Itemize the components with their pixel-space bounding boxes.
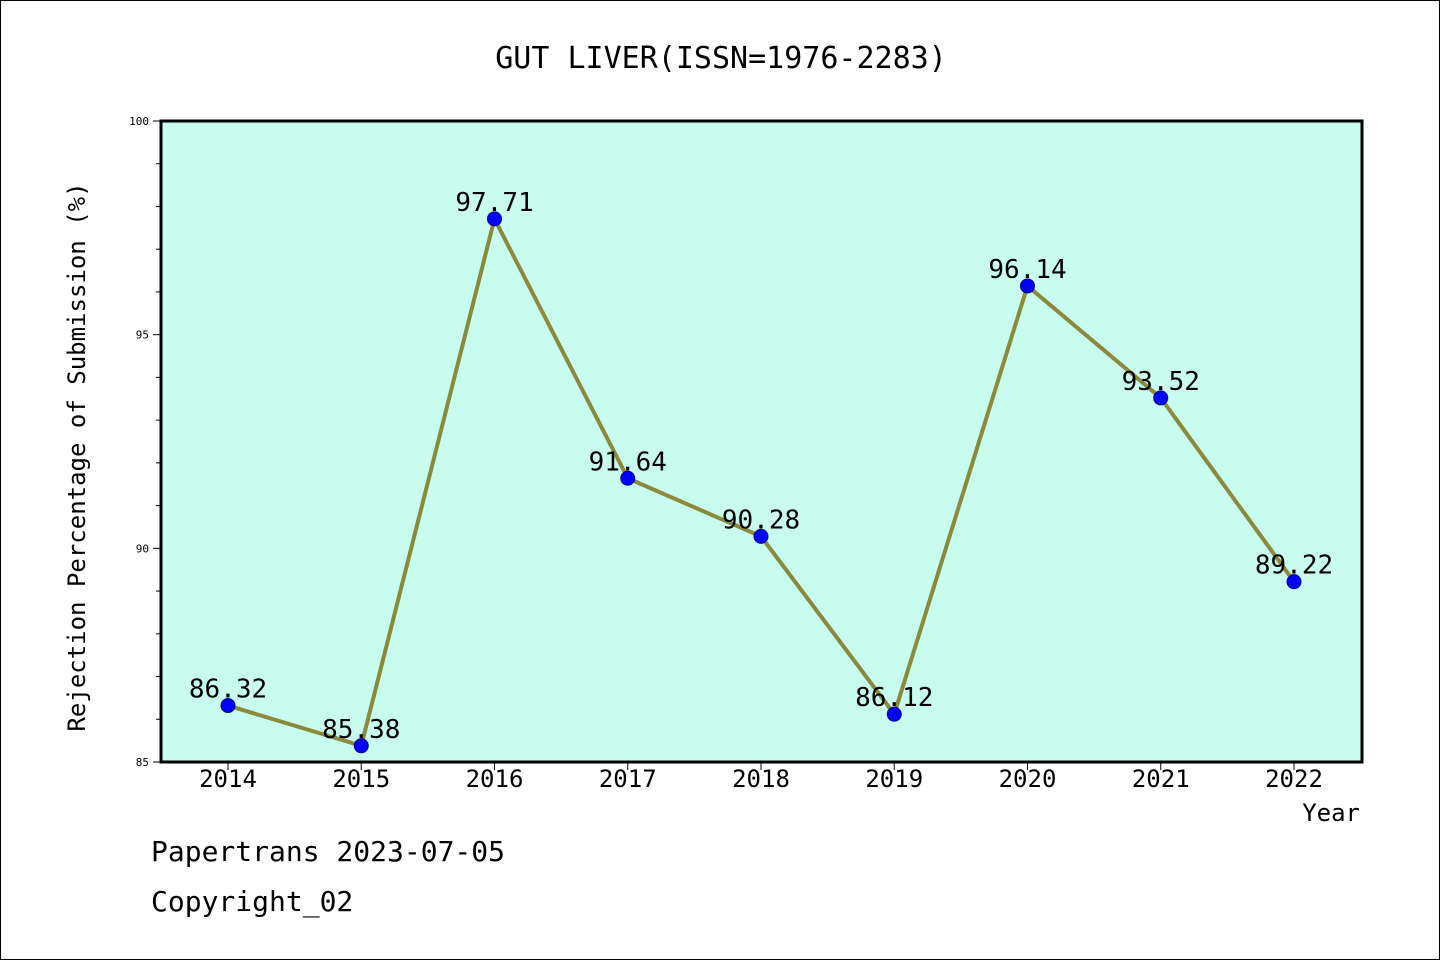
y-axis-label: Rejection Percentage of Submission (%) <box>63 182 91 731</box>
data-point <box>620 470 636 486</box>
series-layer: 86.32 85.38 97.71 91.64 90.28 86.12 96.14 93.52… <box>189 188 1333 754</box>
data-label: 91.64 <box>589 447 667 477</box>
chart-title: GUT LIVER(ISSN=1976-2283) <box>495 41 947 76</box>
data-label: 96.14 <box>988 255 1066 285</box>
x-tick-label: 2015 <box>332 765 390 793</box>
data-label: 89.22 <box>1255 551 1333 581</box>
footer-date-text: Papertrans 2023-07-05 <box>151 835 506 868</box>
data-label: 86.12 <box>855 683 933 713</box>
data-label: 86.32 <box>189 675 267 705</box>
data-label: 97.71 <box>455 188 533 218</box>
data-point <box>753 528 769 544</box>
x-tick-label: 2021 <box>1132 765 1190 793</box>
y-tick-label: 100 <box>129 115 149 128</box>
data-label: 93.52 <box>1122 367 1200 397</box>
x-axis-label: Year <box>1302 799 1360 827</box>
footer-copyright-text: Copyright_02 <box>151 885 354 918</box>
x-tick-label: 2014 <box>199 765 257 793</box>
data-label: 90.28 <box>722 505 800 535</box>
x-axis: 2014 2015 2016 2017 2018 2019 2020 2021 2022 <box>199 762 1323 793</box>
y-tick-label: 90 <box>136 542 149 555</box>
x-tick-label: 2016 <box>466 765 524 793</box>
x-tick-label: 2020 <box>999 765 1057 793</box>
x-tick-label: 2019 <box>865 765 923 793</box>
data-point <box>1153 390 1169 406</box>
x-tick-label: 2022 <box>1265 765 1323 793</box>
plot-area <box>161 121 1362 762</box>
y-axis: 85 90 95 100 <box>129 115 161 769</box>
y-tick-label: 95 <box>136 329 149 342</box>
plot-border <box>159 119 1364 764</box>
y-tick-label: 85 <box>136 756 149 769</box>
data-label: 85.38 <box>322 715 400 745</box>
data-point <box>487 211 502 227</box>
data-point <box>353 738 369 754</box>
data-point <box>1020 278 1035 294</box>
data-point <box>1286 574 1302 590</box>
data-point <box>886 706 902 722</box>
x-tick-label: 2017 <box>599 765 657 793</box>
x-tick-label: 2018 <box>732 765 790 793</box>
data-point <box>220 698 236 714</box>
